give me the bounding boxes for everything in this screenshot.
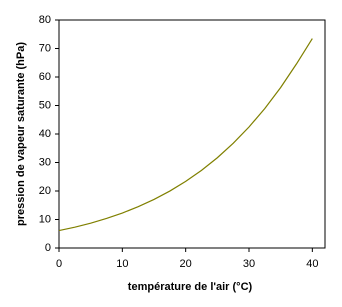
x-tick-label: 30 (243, 258, 255, 270)
y-tick-label: 70 (39, 42, 51, 54)
x-tick-label: 10 (116, 258, 128, 270)
y-tick-label: 80 (39, 14, 51, 26)
data-line (58, 38, 313, 232)
x-tick-label: 20 (180, 258, 192, 270)
y-tick-label: 10 (39, 213, 51, 225)
x-axis-title: température de l'air (°C) (128, 281, 253, 293)
y-tick-label: 0 (45, 242, 51, 254)
y-tick-label: 20 (39, 185, 51, 197)
y-tick-label: 30 (39, 156, 51, 168)
y-tick-label: 40 (39, 128, 51, 140)
y-tick-label: 60 (39, 71, 51, 83)
y-axis-title: pression de vapeur saturante (hPa) (15, 42, 27, 226)
y-tick-label: 50 (39, 99, 51, 111)
x-tick-label: 40 (306, 258, 318, 270)
x-tick-label: 0 (56, 258, 62, 270)
